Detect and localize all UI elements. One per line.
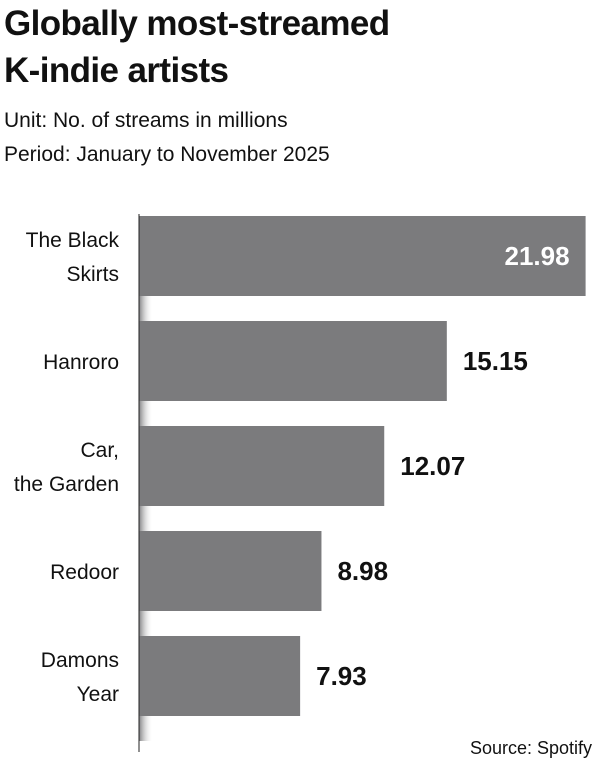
axis-shadow [139, 296, 153, 321]
chart-title: Globally most-streamed K-indie artists [4, 0, 390, 94]
value-label: 8.98 [337, 556, 388, 586]
value-label: 12.07 [400, 451, 465, 481]
bar [139, 426, 385, 506]
category-label: Hanroro [43, 351, 119, 374]
period-note: Period: January to November 2025 [4, 143, 330, 166]
value-label: 15.15 [463, 346, 528, 376]
value-label: 21.98 [505, 241, 570, 271]
category-label: Car, the Garden [14, 439, 119, 496]
chart-meta: Unit: No. of streams in millions Period:… [4, 104, 330, 172]
category-label: The Black Skirts [26, 229, 120, 286]
category-label: Redoor [50, 561, 119, 584]
category-label: Damons Year [41, 649, 119, 706]
chart-title-line-2: K-indie artists [4, 51, 229, 90]
bar [139, 216, 586, 296]
bar [139, 531, 322, 611]
value-label: 7.93 [316, 661, 367, 691]
axis-shadow [139, 401, 153, 426]
bar [139, 321, 447, 401]
axis-shadow [139, 716, 153, 741]
axis-shadow [139, 506, 153, 531]
axis-shadow [139, 611, 153, 636]
bar [139, 636, 301, 716]
source-note: Source: Spotify [469, 738, 592, 758]
unit-note: Unit: No. of streams in millions [4, 109, 288, 132]
chart-title-line-1: Globally most-streamed [4, 4, 390, 43]
